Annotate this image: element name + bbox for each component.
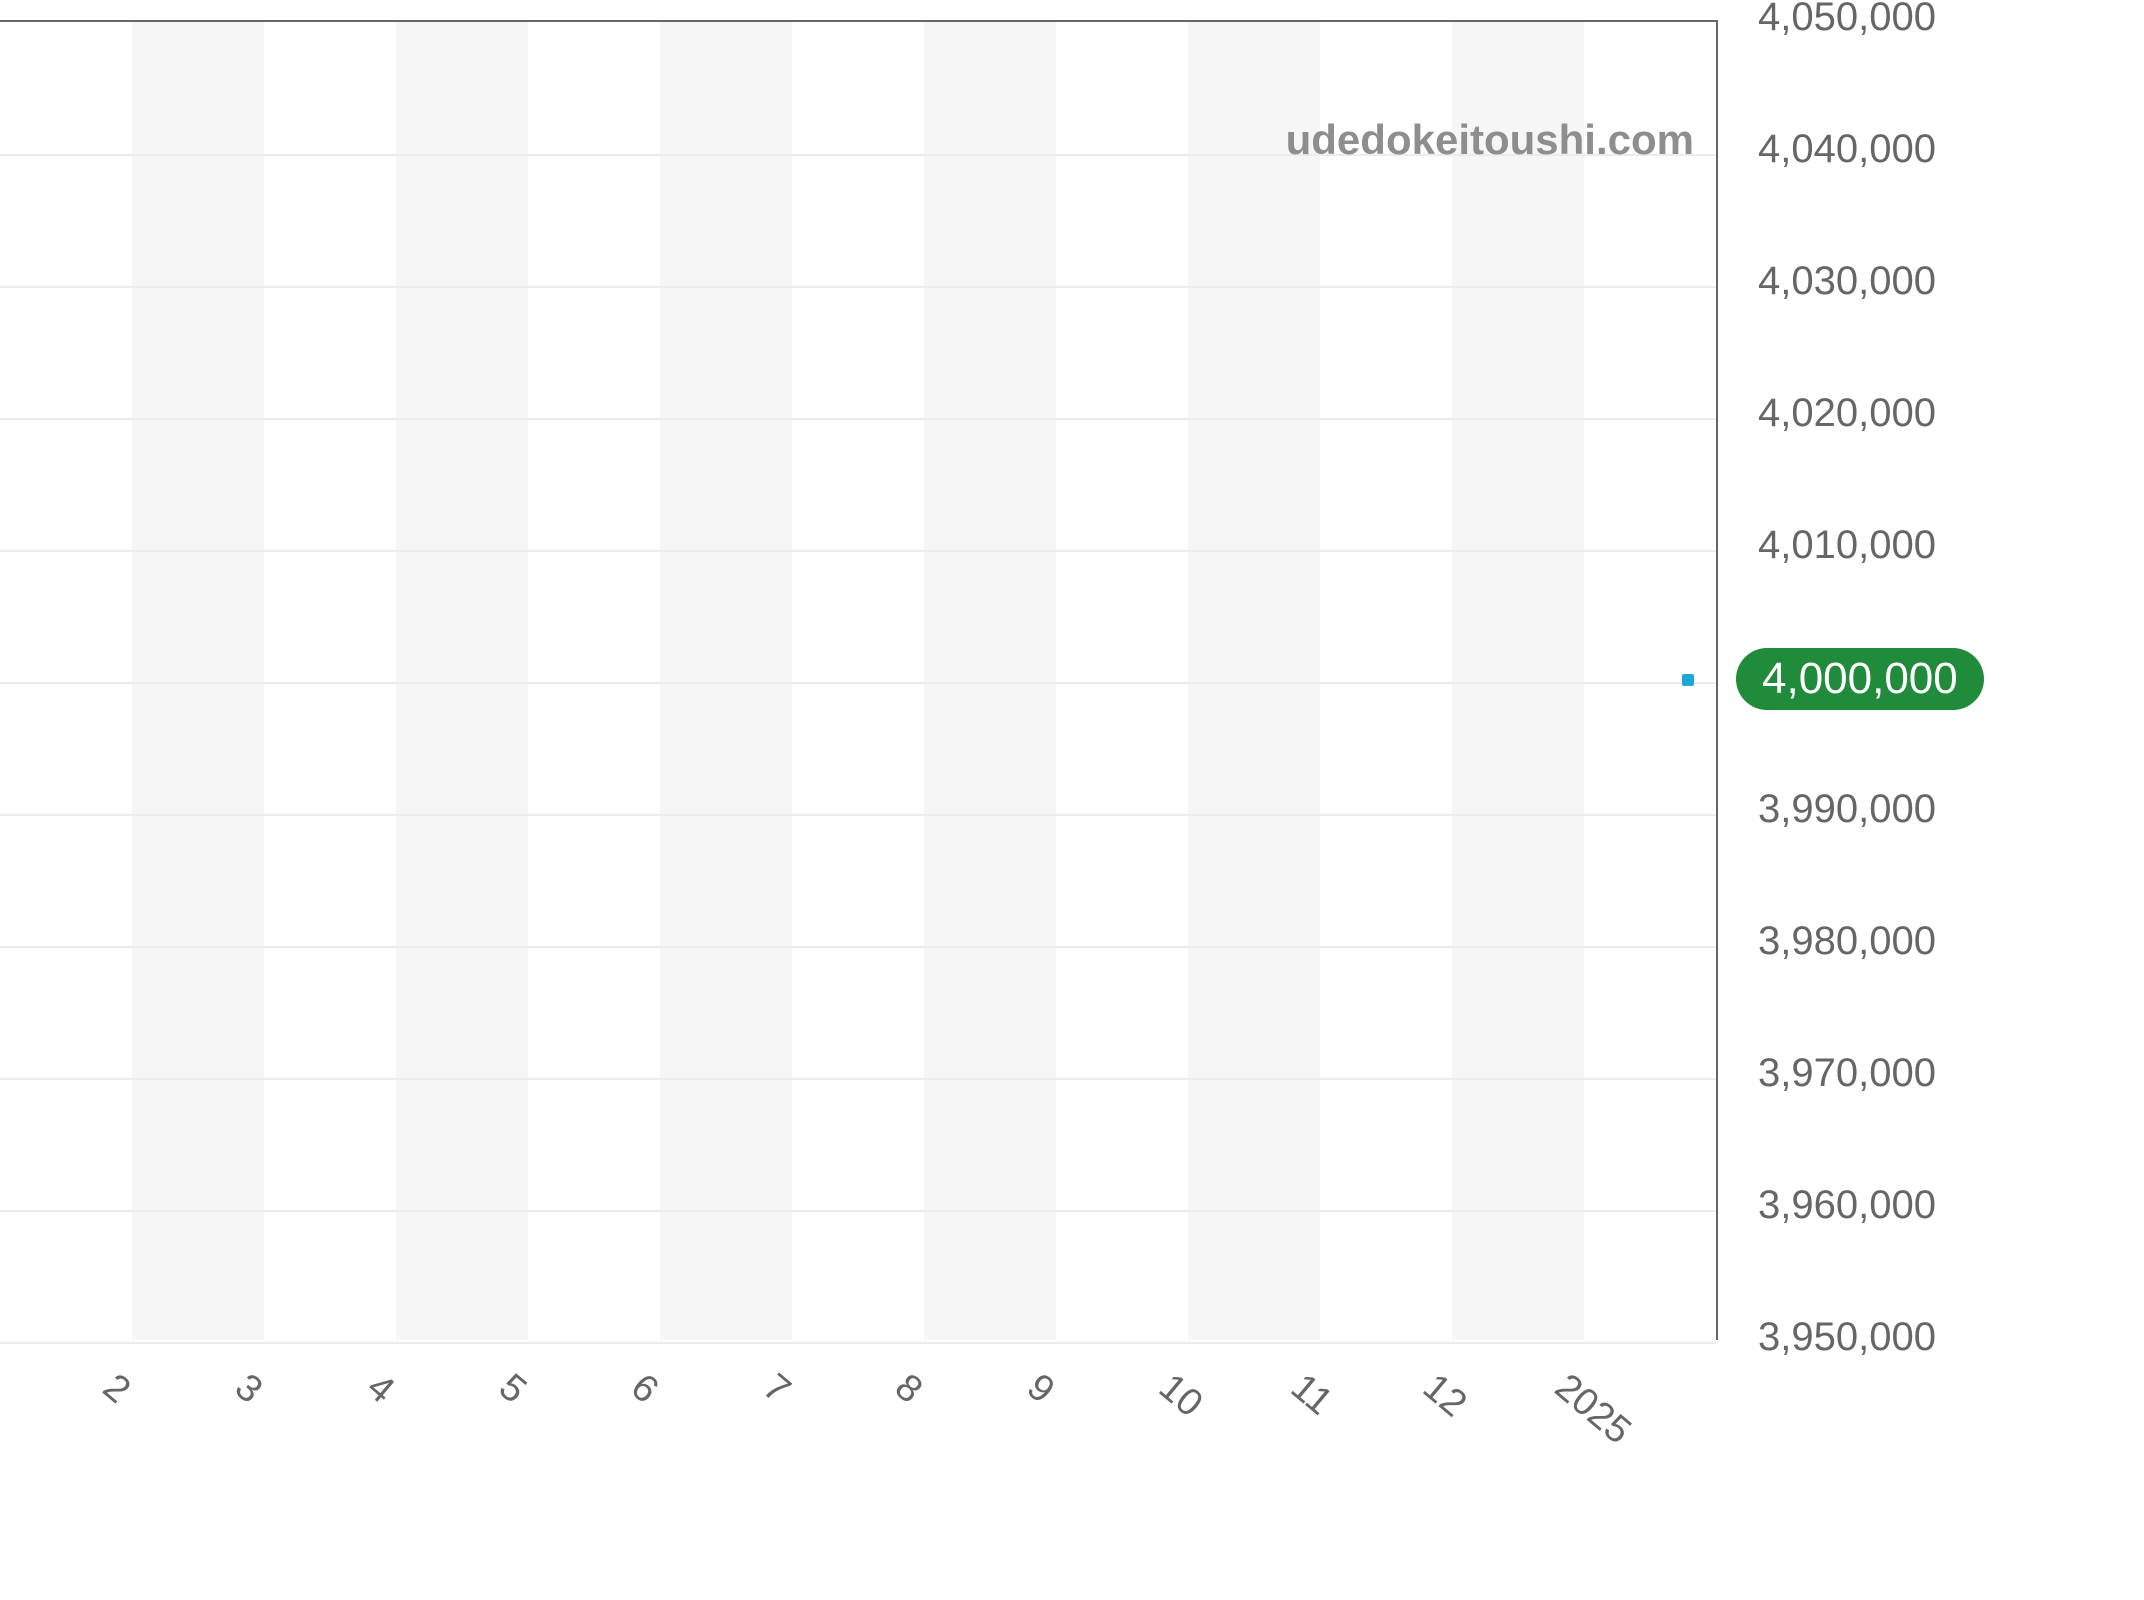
x-tick-label: 12 [1414, 1366, 1474, 1426]
gridline-horizontal [0, 814, 1716, 816]
plot-area [0, 20, 1718, 1340]
y-tick-label: 3,980,000 [1758, 919, 1936, 964]
x-tick-label: 2025 [1546, 1366, 1638, 1453]
x-tick-label: 10 [1150, 1366, 1210, 1426]
chart-band [132, 22, 264, 1340]
gridline-horizontal [0, 1078, 1716, 1080]
watermark: udedokeitoushi.com [1286, 116, 1694, 164]
x-tick-label: 2 [94, 1366, 138, 1413]
chart-band [1188, 22, 1320, 1340]
y-tick-label: 3,970,000 [1758, 1051, 1936, 1096]
gridline-horizontal [0, 682, 1716, 684]
gridline-horizontal [0, 418, 1716, 420]
x-tick-label: 11 [1282, 1366, 1340, 1424]
chart-band [396, 22, 528, 1340]
x-tick-label: 6 [622, 1366, 666, 1413]
y-tick-label: 4,030,000 [1758, 259, 1936, 304]
y-tick-label: 4,010,000 [1758, 523, 1936, 568]
y-tick-label: 4,040,000 [1758, 127, 1936, 172]
x-tick-label: 3 [226, 1366, 270, 1413]
y-tick-label: 3,960,000 [1758, 1183, 1936, 1228]
current-value-badge: 4,000,000 [1736, 648, 1984, 710]
data-point-marker [1682, 674, 1694, 686]
x-tick-label: 8 [886, 1366, 930, 1413]
x-tick-label: 7 [754, 1366, 798, 1413]
y-tick-label: 4,020,000 [1758, 391, 1936, 436]
chart-band [660, 22, 792, 1340]
gridline-horizontal [0, 1342, 1716, 1344]
gridline-horizontal [0, 286, 1716, 288]
y-tick-label: 4,050,000 [1758, 0, 1936, 40]
price-chart: 4,050,000 4,040,000 4,030,000 4,020,000 4,01… [0, 0, 2144, 1600]
y-tick-label: 3,950,000 [1758, 1315, 1936, 1360]
x-tick-label: 5 [490, 1366, 534, 1413]
x-tick-label: 4 [358, 1366, 402, 1413]
x-tick-label: 9 [1018, 1366, 1062, 1413]
gridline-horizontal [0, 946, 1716, 948]
chart-band [1452, 22, 1584, 1340]
gridline-horizontal [0, 1210, 1716, 1212]
chart-band [924, 22, 1056, 1340]
y-tick-label: 3,990,000 [1758, 787, 1936, 832]
gridline-horizontal [0, 550, 1716, 552]
